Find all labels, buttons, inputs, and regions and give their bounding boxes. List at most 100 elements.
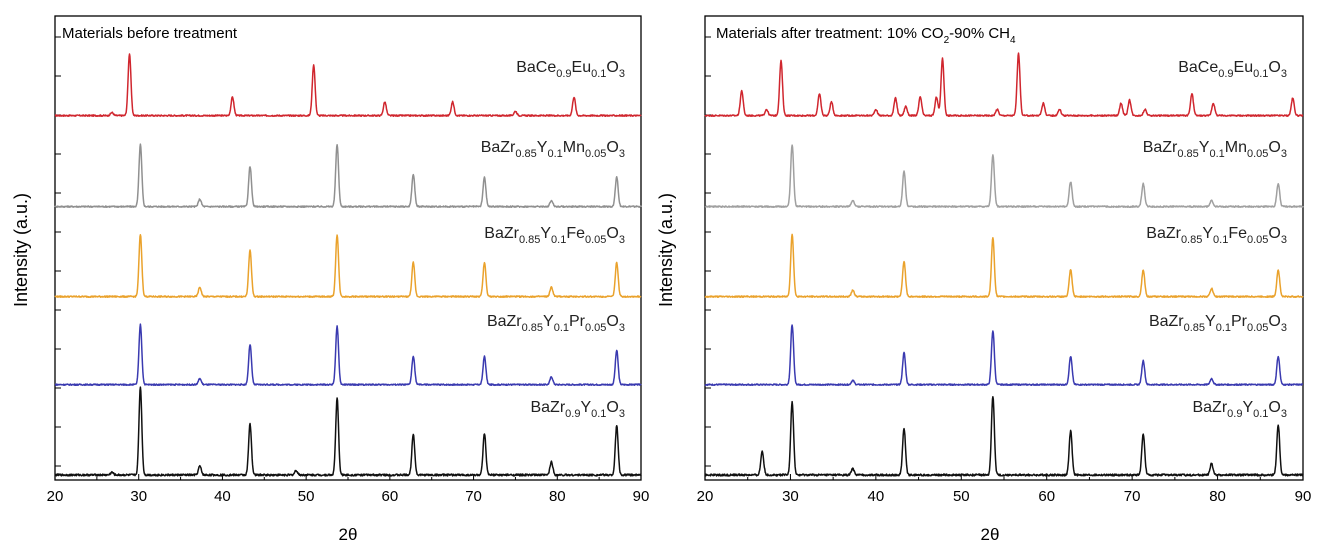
- series-label-subscript: 0.1: [591, 68, 606, 80]
- series-line-3: [54, 323, 642, 387]
- series-label-0: BaCe0.9Eu0.1O3: [516, 59, 625, 80]
- series-label-element: Y: [1199, 139, 1210, 156]
- series-label-subscript: 0.05: [1247, 234, 1268, 246]
- series-label-subscript: 0.85: [515, 148, 536, 160]
- series-label-subscript: 0.1: [551, 234, 566, 246]
- series-label-3: BaZr0.85Y0.1Pr0.05O3: [487, 313, 625, 334]
- x-tick-label: 80: [549, 488, 566, 505]
- series-label-element: O: [606, 399, 618, 416]
- series-label-subscript: 0.1: [554, 322, 569, 334]
- series-label-base: BaZr: [487, 313, 522, 330]
- x-tick-label: 40: [214, 488, 231, 505]
- series-label-3: BaZr0.85Y0.1Pr0.05O3: [1149, 313, 1287, 334]
- series-line-0: [54, 53, 642, 117]
- x-tick-label: 60: [1038, 488, 1055, 505]
- chart-marks: 20 30 40 50 60 70 80 90BaCe0.9Eu0.1O3BaZr0.85Y0…: [47, 15, 1312, 505]
- series-label-element: Y: [1205, 313, 1216, 330]
- series-label-element: Fe: [1228, 225, 1247, 242]
- right-x-axis-label: 2θ: [981, 525, 1000, 544]
- series-label-subscript: 3: [1281, 322, 1287, 334]
- series-label-element: Y: [543, 313, 554, 330]
- series-label-subscript: 0.85: [1177, 148, 1198, 160]
- series-label-subscript: 0.05: [585, 148, 606, 160]
- series-line-0: [704, 52, 1304, 118]
- x-tick-label: 50: [298, 488, 315, 505]
- x-tick-label: 20: [47, 488, 64, 505]
- series-label-base: BaZr: [1143, 139, 1178, 156]
- series-label-element: Fe: [566, 225, 585, 242]
- series-label-element: O: [1268, 59, 1280, 76]
- series-label-subscript: 0.1: [1253, 408, 1268, 420]
- series-label-subscript: 3: [1281, 68, 1287, 80]
- series-label-2: BaZr0.85Y0.1Fe0.05O3: [484, 225, 625, 246]
- series-label-element: Pr: [1231, 313, 1248, 330]
- series-line-4: [704, 395, 1304, 477]
- x-tick-label: 70: [465, 488, 482, 505]
- series-label-subscript: 3: [1281, 234, 1287, 246]
- series-label-base: BaCe: [1178, 59, 1218, 76]
- series-label-subscript: 3: [619, 148, 625, 160]
- x-tick-label: 50: [953, 488, 970, 505]
- series-label-element: Mn: [563, 139, 585, 156]
- right-title-part-a: Materials after treatment: 10% CO: [716, 25, 944, 42]
- series-label-subscript: 3: [1281, 408, 1287, 420]
- series-label-subscript: 0.9: [1227, 408, 1242, 420]
- series-label-base: BaZr: [1146, 225, 1181, 242]
- series-label-element: Eu: [572, 59, 592, 76]
- series-label-subscript: 0.05: [1247, 148, 1268, 160]
- series-label-element: O: [606, 139, 618, 156]
- series-label-subscript: 3: [619, 234, 625, 246]
- series-line-3: [704, 324, 1304, 387]
- series-label-element: O: [1268, 139, 1280, 156]
- x-tick-label: 90: [1295, 488, 1312, 505]
- series-label-element: Y: [580, 399, 591, 416]
- x-tick-label: 30: [782, 488, 799, 505]
- series-label-element: O: [606, 59, 618, 76]
- series-label-subscript: 0.1: [1213, 234, 1228, 246]
- series-line-2: [704, 233, 1304, 299]
- series-label-element: Y: [537, 139, 548, 156]
- series-label-subscript: 3: [1281, 148, 1287, 160]
- x-tick-label: 60: [382, 488, 399, 505]
- series-label-subscript: 3: [619, 408, 625, 420]
- series-label-subscript: 0.05: [585, 322, 606, 334]
- panel-0-plot: 20 30 40 50 60 70 80 90BaCe0.9Eu0.1O3BaZr0.85Y0…: [47, 15, 649, 505]
- x-tick-label: 80: [1209, 488, 1226, 505]
- left-panel-title: Materials before treatment: [62, 25, 238, 42]
- series-label-subscript: 0.85: [522, 322, 543, 334]
- series-line-4: [54, 386, 642, 477]
- series-label-subscript: 3: [619, 68, 625, 80]
- series-label-subscript: 0.85: [1181, 234, 1202, 246]
- series-label-subscript: 0.9: [1218, 68, 1233, 80]
- series-label-element: Y: [540, 225, 551, 242]
- series-label-subscript: 0.1: [591, 408, 606, 420]
- series-label-element: O: [606, 313, 618, 330]
- right-title-sub1: 2: [944, 35, 950, 46]
- series-label-subscript: 0.1: [1253, 68, 1268, 80]
- panel-1-plot: 20 30 40 50 60 70 80 90BaCe0.9Eu0.1O3BaZr0.85Y0…: [697, 15, 1312, 505]
- series-label-subscript: 0.1: [1209, 148, 1224, 160]
- series-label-element: Eu: [1234, 59, 1254, 76]
- series-label-2: BaZr0.85Y0.1Fe0.05O3: [1146, 225, 1287, 246]
- x-tick-label: 20: [697, 488, 714, 505]
- series-label-base: BaCe: [516, 59, 556, 76]
- x-tick-label: 40: [868, 488, 885, 505]
- series-label-base: BaZr: [1149, 313, 1184, 330]
- series-label-4: BaZr0.9Y0.1O3: [530, 399, 625, 420]
- series-label-0: BaCe0.9Eu0.1O3: [1178, 59, 1287, 80]
- panel-right: Materials after treatment: 10% CO2-90% C…: [656, 25, 1016, 544]
- series-label-subscript: 0.9: [556, 68, 571, 80]
- series-label-element: O: [1268, 399, 1280, 416]
- series-label-base: BaZr: [484, 225, 519, 242]
- right-title-part-b: -90% CH: [949, 25, 1010, 42]
- series-label-4: BaZr0.9Y0.1O3: [1192, 399, 1287, 420]
- series-line-1: [704, 144, 1304, 209]
- series-label-element: Y: [1242, 399, 1253, 416]
- series-label-subscript: 0.1: [1216, 322, 1231, 334]
- panel-left: Materials before treatment Intensity (a.…: [11, 25, 357, 544]
- series-label-base: BaZr: [530, 399, 565, 416]
- series-label-element: Mn: [1225, 139, 1247, 156]
- series-label-1: BaZr0.85Y0.1Mn0.05O3: [1143, 139, 1287, 160]
- series-label-subscript: 0.05: [1247, 322, 1268, 334]
